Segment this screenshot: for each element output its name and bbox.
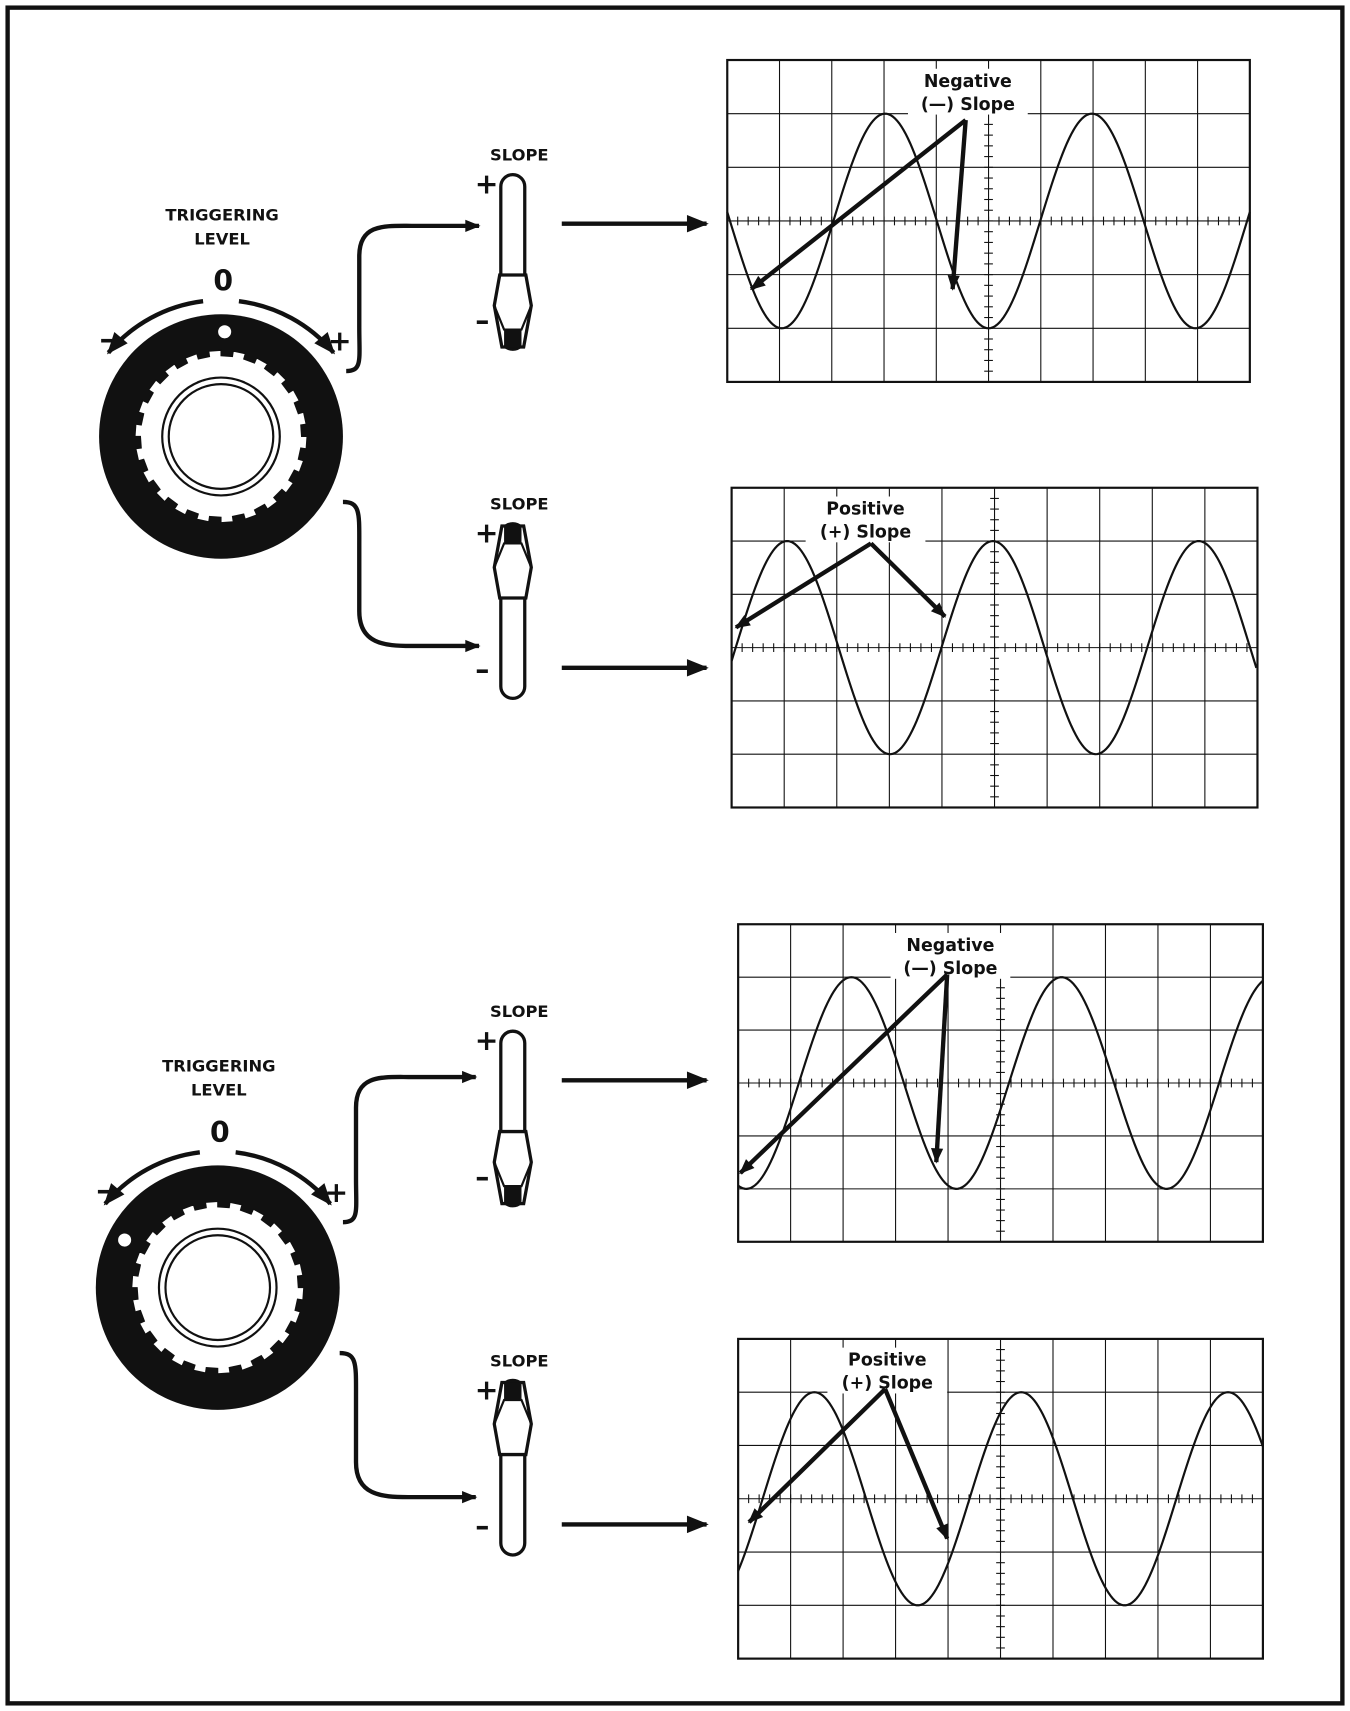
connector (342, 499, 481, 653)
label: + (475, 1024, 499, 1057)
label-bg (890, 932, 1011, 979)
label-bg (805, 496, 926, 543)
label: – (475, 1160, 489, 1193)
label: Negative (924, 72, 1012, 92)
connector (346, 219, 481, 374)
waveform (730, 539, 1258, 756)
slope-pointer (738, 972, 949, 1175)
label: SLOPE (490, 146, 549, 165)
waveform (737, 1391, 1264, 1607)
label: – (475, 1510, 489, 1543)
connector (342, 1070, 478, 1225)
frame (5, 5, 1345, 1706)
label: – (475, 653, 489, 686)
label: (—) Slope (921, 95, 1015, 115)
label: LEVEL (191, 1081, 247, 1100)
label: TRIGGERING (165, 206, 278, 225)
scope-screen (737, 1337, 1264, 1660)
slope-pointer (883, 1388, 950, 1541)
label: (—) Slope (903, 959, 997, 979)
knob-cap-inner (164, 1234, 272, 1342)
switch-tip (504, 1382, 522, 1401)
waveform (737, 976, 1264, 1190)
switch-tip (504, 525, 522, 544)
label: SLOPE (490, 1002, 549, 1021)
slope-pointer (747, 1387, 887, 1524)
label: Negative (906, 936, 994, 956)
slope-pointer (869, 541, 947, 619)
switch-tip (504, 1186, 522, 1204)
label: (+) Slope (842, 1374, 933, 1394)
label: 0 (213, 265, 233, 298)
switch-lever-facet (493, 542, 533, 568)
label-bg (827, 1347, 948, 1394)
label: Positive (826, 500, 904, 520)
label: 0 (210, 1116, 230, 1149)
label: + (475, 1373, 499, 1406)
switch-tip (504, 329, 522, 348)
knob-dot (118, 1233, 132, 1247)
label: + (475, 517, 499, 550)
waveform (726, 112, 1251, 330)
knob-cap-inner (167, 383, 275, 490)
scope-screen (730, 486, 1259, 809)
label: LEVEL (194, 230, 250, 249)
label: SLOPE (490, 1351, 549, 1370)
label-bg (907, 68, 1028, 115)
slope-pointer (931, 974, 950, 1164)
label: SLOPE (490, 495, 549, 514)
level-arc (103, 1150, 201, 1206)
slope-pointer (734, 541, 873, 630)
scope-screen (737, 923, 1264, 1243)
scope-screen (726, 58, 1251, 384)
knob-dot (218, 325, 232, 339)
label: (+) Slope (820, 522, 911, 542)
slope-pointer (749, 118, 968, 291)
label: + (475, 167, 499, 200)
level-arc (106, 299, 204, 355)
label: Positive (848, 1351, 926, 1371)
connector (339, 1350, 478, 1504)
label: – (475, 304, 489, 337)
label: TRIGGERING (162, 1057, 275, 1076)
level-arc (235, 1150, 332, 1206)
level-arc (238, 299, 336, 355)
slope-pointer (947, 119, 968, 291)
